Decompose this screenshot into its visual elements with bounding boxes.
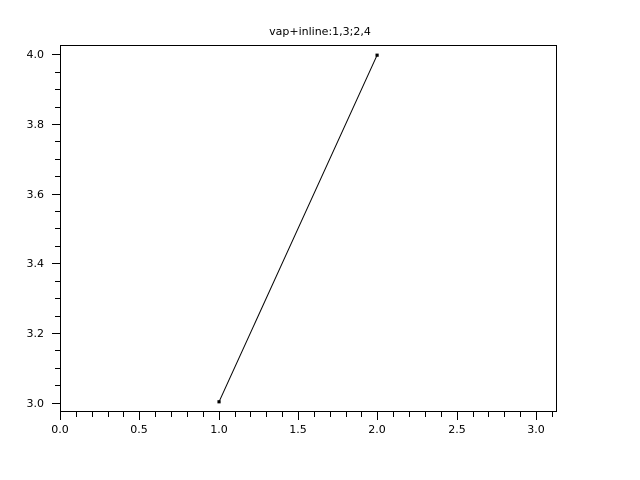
x-axis-minor-tick <box>314 412 315 417</box>
y-axis-minor-tick <box>55 228 60 229</box>
y-axis-minor-tick <box>55 72 60 73</box>
chart-title: vap+inline:1,3;2,4 <box>269 25 371 38</box>
x-axis-tick-label: 0.5 <box>130 423 148 436</box>
y-axis-tick-label: 3.2 <box>26 327 45 340</box>
y-axis-minor-tick <box>55 89 60 90</box>
x-axis-major-tick <box>60 412 61 420</box>
x-axis-minor-tick <box>330 412 331 417</box>
x-axis-minor-tick <box>171 412 172 417</box>
x-axis-tick-label: 2.0 <box>368 423 386 436</box>
y-axis-minor-tick <box>55 298 60 299</box>
y-axis-major-tick <box>52 403 60 404</box>
x-axis-minor-tick <box>282 412 283 417</box>
x-axis-minor-tick <box>361 412 362 417</box>
y-axis-major-tick <box>52 333 60 334</box>
y-axis-minor-tick <box>55 385 60 386</box>
data-point-markers <box>217 53 379 404</box>
x-axis-tick-label: 3.0 <box>527 423 545 436</box>
y-axis-tick-label: 3.0 <box>26 397 45 410</box>
x-axis-minor-tick <box>504 412 505 417</box>
x-axis-tick-label: 0.0 <box>51 423 69 436</box>
x-axis-minor-tick <box>425 412 426 417</box>
y-axis-tick-label: 3.6 <box>26 188 45 201</box>
x-axis-major-tick <box>536 412 537 420</box>
y-axis-major-tick <box>52 54 60 55</box>
series-path <box>219 55 377 402</box>
x-axis-minor-tick <box>123 412 124 417</box>
plot-canvas <box>217 53 379 404</box>
data-point-marker <box>375 53 379 57</box>
x-axis-major-tick <box>219 412 220 420</box>
x-axis-major-tick <box>457 412 458 420</box>
x-axis-minor-tick <box>250 412 251 417</box>
x-axis-tick-label: 1.5 <box>289 423 307 436</box>
x-axis-minor-tick <box>346 412 347 417</box>
plot-frame <box>60 45 557 412</box>
data-series-line <box>219 55 377 402</box>
x-axis-tick-label: 1.0 <box>210 423 228 436</box>
y-axis-minor-tick <box>55 107 60 108</box>
y-axis-minor-tick <box>55 350 60 351</box>
x-axis-minor-tick <box>409 412 410 417</box>
x-axis-minor-tick <box>473 412 474 417</box>
y-axis-minor-tick <box>55 141 60 142</box>
x-axis-minor-tick <box>441 412 442 417</box>
x-axis-minor-tick <box>393 412 394 417</box>
x-axis-minor-tick <box>92 412 93 417</box>
x-axis-minor-tick <box>187 412 188 417</box>
y-axis-minor-tick <box>55 368 60 369</box>
x-axis-major-tick <box>298 412 299 420</box>
x-axis-minor-tick <box>203 412 204 417</box>
y-axis-major-tick <box>52 124 60 125</box>
x-axis-major-tick <box>377 412 378 420</box>
y-axis-major-tick <box>52 263 60 264</box>
y-axis-tick-label: 3.8 <box>26 118 45 131</box>
y-axis-minor-tick <box>55 316 60 317</box>
y-axis-minor-tick <box>55 159 60 160</box>
x-axis-major-tick <box>139 412 140 420</box>
data-point-marker <box>217 400 221 404</box>
x-axis-minor-tick <box>266 412 267 417</box>
x-axis-tick-label: 2.5 <box>448 423 466 436</box>
y-axis-major-tick <box>52 194 60 195</box>
x-axis-minor-tick <box>520 412 521 417</box>
y-axis-minor-tick <box>55 246 60 247</box>
y-axis-tick-label: 3.4 <box>26 257 45 270</box>
x-axis-minor-tick <box>552 412 553 417</box>
x-axis-minor-tick <box>108 412 109 417</box>
y-axis-minor-tick <box>55 176 60 177</box>
x-axis-minor-tick <box>76 412 77 417</box>
y-axis-minor-tick <box>55 211 60 212</box>
x-axis-minor-tick <box>235 412 236 417</box>
y-axis-tick-label: 4.0 <box>26 48 45 61</box>
y-axis-minor-tick <box>55 281 60 282</box>
x-axis-minor-tick <box>488 412 489 417</box>
x-axis-minor-tick <box>155 412 156 417</box>
